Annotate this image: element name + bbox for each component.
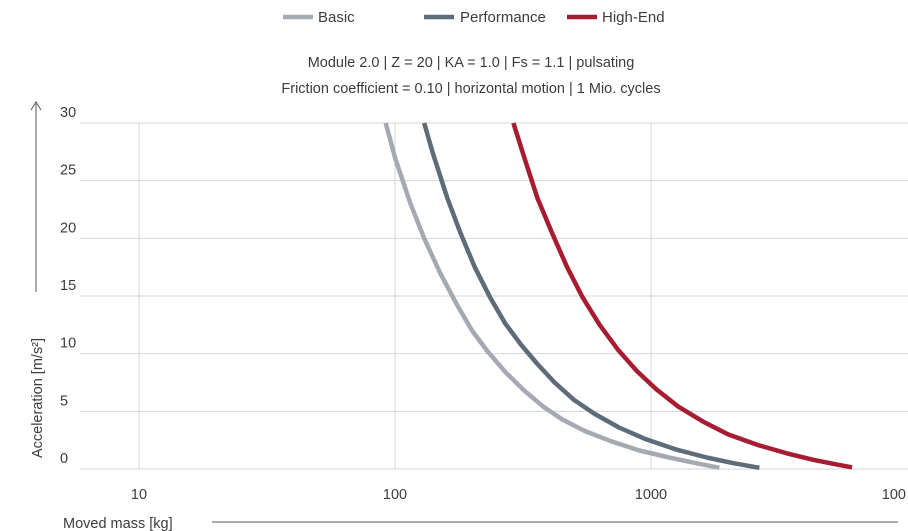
series-line-high-end bbox=[513, 123, 852, 467]
chart-subtitle: Module 2.0 | Z = 20 | KA = 1.0 | Fs = 1.… bbox=[281, 55, 660, 97]
plot-area bbox=[386, 123, 852, 468]
y-tick-label: 30 bbox=[60, 105, 76, 121]
tick-labels: 0 5 10 15 20 25 30 10 100 1000 100 bbox=[60, 105, 906, 503]
y-tick-label: 10 bbox=[60, 336, 76, 352]
x-axis-label: Moved mass [kg] bbox=[63, 516, 173, 531]
x-tick-label: 100 bbox=[383, 487, 407, 503]
subtitle-line-2: Friction coefficient = 0.10 | horizontal… bbox=[281, 81, 660, 97]
x-tick-label: 10 bbox=[131, 487, 147, 503]
y-tick-label: 15 bbox=[60, 278, 76, 294]
legend-item-performance: Performance bbox=[424, 9, 546, 26]
legend-label: Performance bbox=[460, 9, 546, 26]
legend-label: High-End bbox=[602, 9, 665, 26]
y-tick-label: 20 bbox=[60, 220, 76, 236]
x-tick-label: 100 bbox=[882, 487, 906, 503]
x-tick-label: 1000 bbox=[635, 487, 667, 503]
legend-item-high-end: High-End bbox=[567, 9, 665, 26]
legend: Basic Performance High-End bbox=[283, 9, 665, 26]
series-line-performance bbox=[424, 123, 759, 468]
legend-label: Basic bbox=[318, 9, 355, 26]
y-tick-label: 0 bbox=[60, 451, 68, 467]
y-tick-label: 25 bbox=[60, 163, 76, 179]
subtitle-line-1: Module 2.0 | Z = 20 | KA = 1.0 | Fs = 1.… bbox=[308, 55, 635, 71]
grid bbox=[80, 123, 908, 469]
y-tick-label: 5 bbox=[60, 393, 68, 409]
series-line-basic bbox=[386, 123, 720, 468]
legend-item-basic: Basic bbox=[283, 9, 355, 26]
y-axis-label: Acceleration [m/s²] bbox=[30, 338, 46, 458]
